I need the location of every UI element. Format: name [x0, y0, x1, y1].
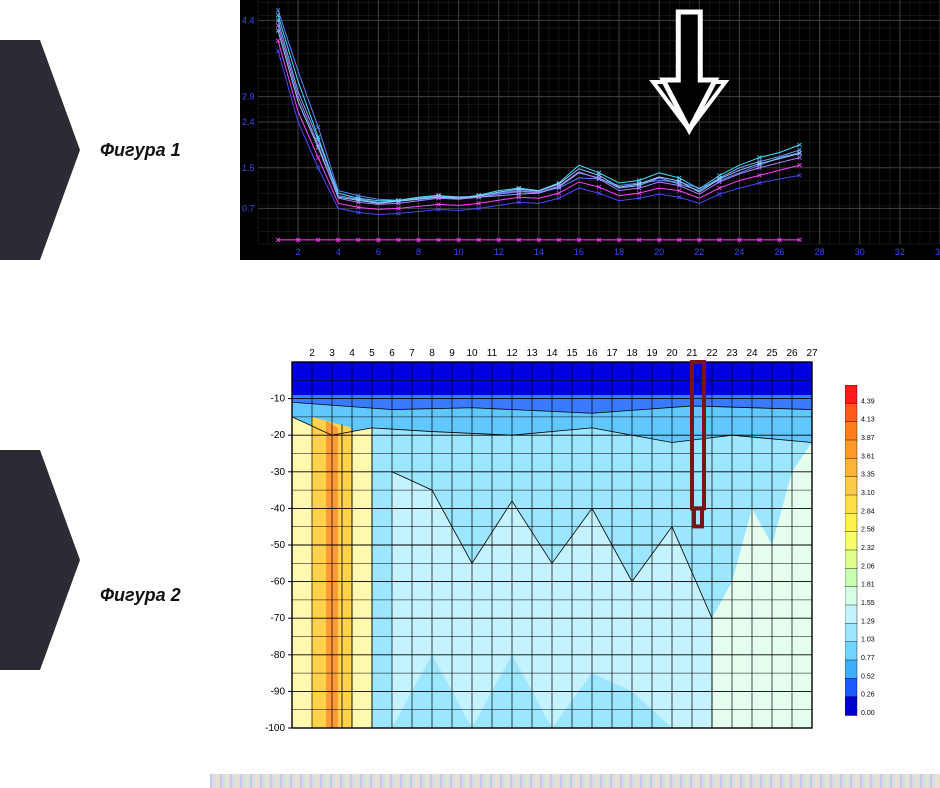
svg-text:3.35: 3.35	[861, 472, 875, 479]
figure1-label: Фигура 1	[100, 140, 181, 161]
svg-text:14: 14	[534, 247, 544, 257]
svg-text:2.84: 2.84	[861, 508, 875, 515]
svg-text:6: 6	[376, 247, 381, 257]
svg-text:-20: -20	[271, 430, 286, 441]
svg-text:21: 21	[686, 348, 698, 359]
svg-text:3.10: 3.10	[861, 490, 875, 497]
svg-text:1.03: 1.03	[861, 637, 875, 644]
svg-text:13: 13	[526, 348, 538, 359]
svg-text:11: 11	[487, 348, 498, 359]
svg-text:0.26: 0.26	[861, 692, 875, 699]
svg-text:2.32: 2.32	[861, 545, 875, 552]
svg-text:2: 2	[309, 348, 315, 359]
svg-text:20: 20	[654, 247, 664, 257]
svg-text:22: 22	[694, 247, 704, 257]
svg-text:-30: -30	[271, 467, 286, 478]
svg-text:2.58: 2.58	[861, 527, 875, 534]
chart2: 2345678910111213141516171819202122232425…	[258, 340, 838, 760]
svg-text:32: 32	[895, 247, 905, 257]
svg-text:-90: -90	[271, 686, 286, 697]
svg-text:16: 16	[574, 247, 584, 257]
svg-text:3.87: 3.87	[861, 435, 875, 442]
svg-text:4.39: 4.39	[861, 398, 875, 405]
side-arrow-2	[0, 450, 80, 670]
svg-text:-50: -50	[271, 540, 286, 551]
svg-text:8: 8	[429, 348, 435, 359]
svg-text:1.29: 1.29	[861, 618, 875, 625]
svg-text:18: 18	[626, 348, 638, 359]
svg-text:20: 20	[666, 348, 678, 359]
svg-text:24: 24	[746, 348, 758, 359]
svg-text:30: 30	[855, 247, 865, 257]
svg-text:19: 19	[646, 348, 658, 359]
svg-text:26: 26	[775, 247, 785, 257]
svg-text:-40: -40	[271, 503, 286, 514]
svg-text:2.06: 2.06	[861, 563, 875, 570]
svg-text:16: 16	[586, 348, 598, 359]
svg-text:4: 4	[349, 348, 355, 359]
svg-text:9: 9	[449, 348, 455, 359]
svg-text:5: 5	[369, 348, 375, 359]
svg-text:4: 4	[336, 247, 341, 257]
svg-text:-80: -80	[271, 650, 286, 661]
svg-text:28: 28	[815, 247, 825, 257]
svg-text:-70: -70	[271, 613, 286, 624]
chart1: 4.42.92.41.50.72468101214161820222426283…	[240, 0, 940, 260]
svg-text:27: 27	[806, 348, 818, 359]
svg-text:4.4: 4.4	[242, 15, 255, 25]
svg-text:26: 26	[786, 348, 798, 359]
svg-text:6: 6	[389, 348, 395, 359]
svg-text:4.13: 4.13	[861, 417, 875, 424]
svg-text:1.55: 1.55	[861, 600, 875, 607]
svg-text:7: 7	[409, 348, 415, 359]
svg-text:2: 2	[296, 247, 301, 257]
svg-text:2.9: 2.9	[242, 92, 255, 102]
svg-text:-60: -60	[271, 577, 286, 588]
noise-strip	[210, 774, 940, 788]
svg-text:0.00: 0.00	[861, 710, 875, 717]
svg-text:24: 24	[734, 247, 744, 257]
svg-text:8: 8	[416, 247, 421, 257]
svg-text:2.4: 2.4	[242, 117, 255, 127]
svg-text:-10: -10	[271, 394, 286, 405]
svg-text:15: 15	[566, 348, 578, 359]
svg-text:23: 23	[726, 348, 738, 359]
svg-text:12: 12	[506, 348, 518, 359]
svg-text:0.52: 0.52	[861, 673, 875, 680]
svg-text:-100: -100	[265, 723, 285, 734]
chart2-colorbar: 4.39 4.13 3.87 3.61 3.35 3.10 2.84 2.58 2.32 2.06…	[845, 385, 905, 725]
svg-text:1.81: 1.81	[861, 582, 875, 589]
figure2-label: Фигура 2	[100, 585, 181, 606]
svg-text:10: 10	[454, 247, 464, 257]
side-arrow-1	[0, 40, 80, 260]
svg-text:3: 3	[329, 348, 335, 359]
svg-text:12: 12	[494, 247, 504, 257]
svg-text:0.7: 0.7	[242, 203, 255, 213]
svg-text:0.77: 0.77	[861, 655, 875, 662]
svg-text:25: 25	[766, 348, 778, 359]
svg-text:22: 22	[706, 348, 718, 359]
svg-text:10: 10	[466, 348, 478, 359]
svg-text:17: 17	[606, 348, 618, 359]
svg-text:3.61: 3.61	[861, 453, 875, 460]
svg-text:14: 14	[546, 348, 558, 359]
svg-text:18: 18	[614, 247, 624, 257]
svg-text:1.5: 1.5	[242, 163, 255, 173]
svg-text:34: 34	[935, 247, 940, 257]
